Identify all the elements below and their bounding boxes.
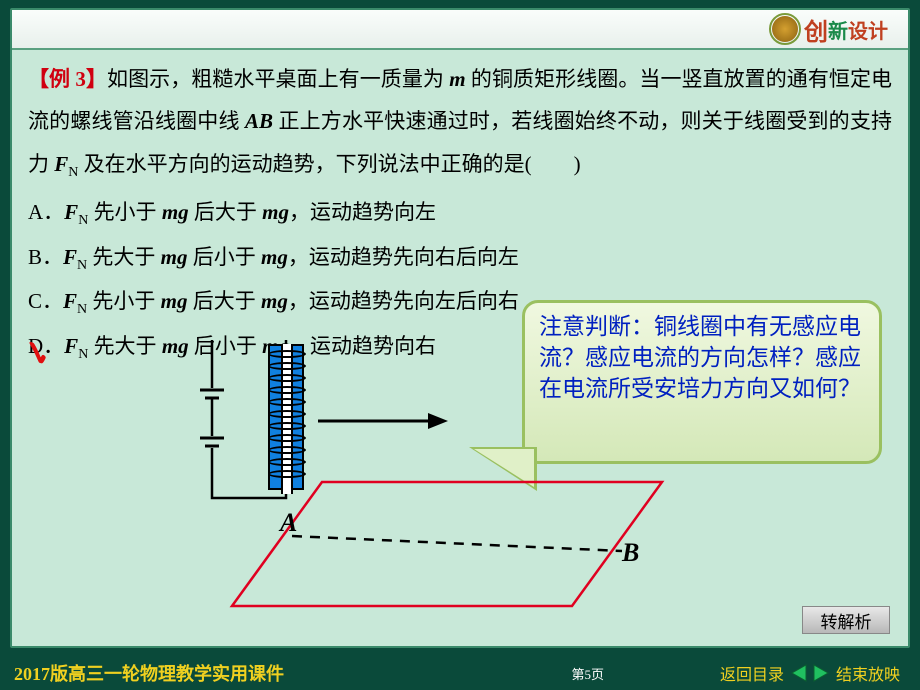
point-a-label: A xyxy=(280,508,297,538)
option-a: A．FN 先小于 mg 后大于 mg，运动趋势向左 xyxy=(28,191,892,235)
point-b-label: B xyxy=(622,538,639,568)
arrow-right-icon xyxy=(316,406,456,436)
brand-logo: 创 新 设计 xyxy=(772,12,888,47)
brand-text-1: 创 xyxy=(804,12,828,47)
callout-text: 注意判断：铜线圈中有无感应电流？感应电流的方向怎样？感应在电流所受安培力方向又如… xyxy=(539,314,861,401)
compass-icon xyxy=(772,16,798,42)
question-text: 【例 3】如图示，粗糙水平桌面上有一质量为 m 的铜质矩形线圈。当一竖直放置的通… xyxy=(28,58,892,187)
rect-coil-plane xyxy=(222,476,682,616)
header-bar: 创 新 设计 xyxy=(12,10,908,50)
option-b: B．FN 先大于 mg 后小于 mg，运动趋势先向右后向左 xyxy=(28,236,892,280)
back-to-toc-button[interactable]: 返回目录 xyxy=(720,661,784,685)
example-label: 【例 3】 xyxy=(28,67,107,91)
footer-bar: 2017版高三一轮物理教学实用课件 第5页 返回目录 结束放映 xyxy=(0,656,920,690)
brand-text-3: 设计 xyxy=(848,15,888,44)
prev-slide-button[interactable] xyxy=(790,663,810,683)
footer-title: 2017版高三一轮物理教学实用课件 xyxy=(14,660,284,686)
slide-frame: 创 新 设计 【例 3】如图示，粗糙水平桌面上有一质量为 m 的铜质矩形线圈。当… xyxy=(10,8,910,648)
check-mark-icon: ✓ xyxy=(16,319,56,392)
end-show-button[interactable]: 结束放映 xyxy=(836,661,900,685)
page-number: 第5页 xyxy=(571,664,604,683)
next-slide-button[interactable] xyxy=(810,663,830,683)
hint-callout: 注意判断：铜线圈中有无感应电流？感应电流的方向怎样？感应在电流所受安培力方向又如… xyxy=(522,300,882,464)
show-solution-button[interactable]: 转解析 xyxy=(802,606,890,634)
brand-text-2: 新 xyxy=(828,15,848,44)
